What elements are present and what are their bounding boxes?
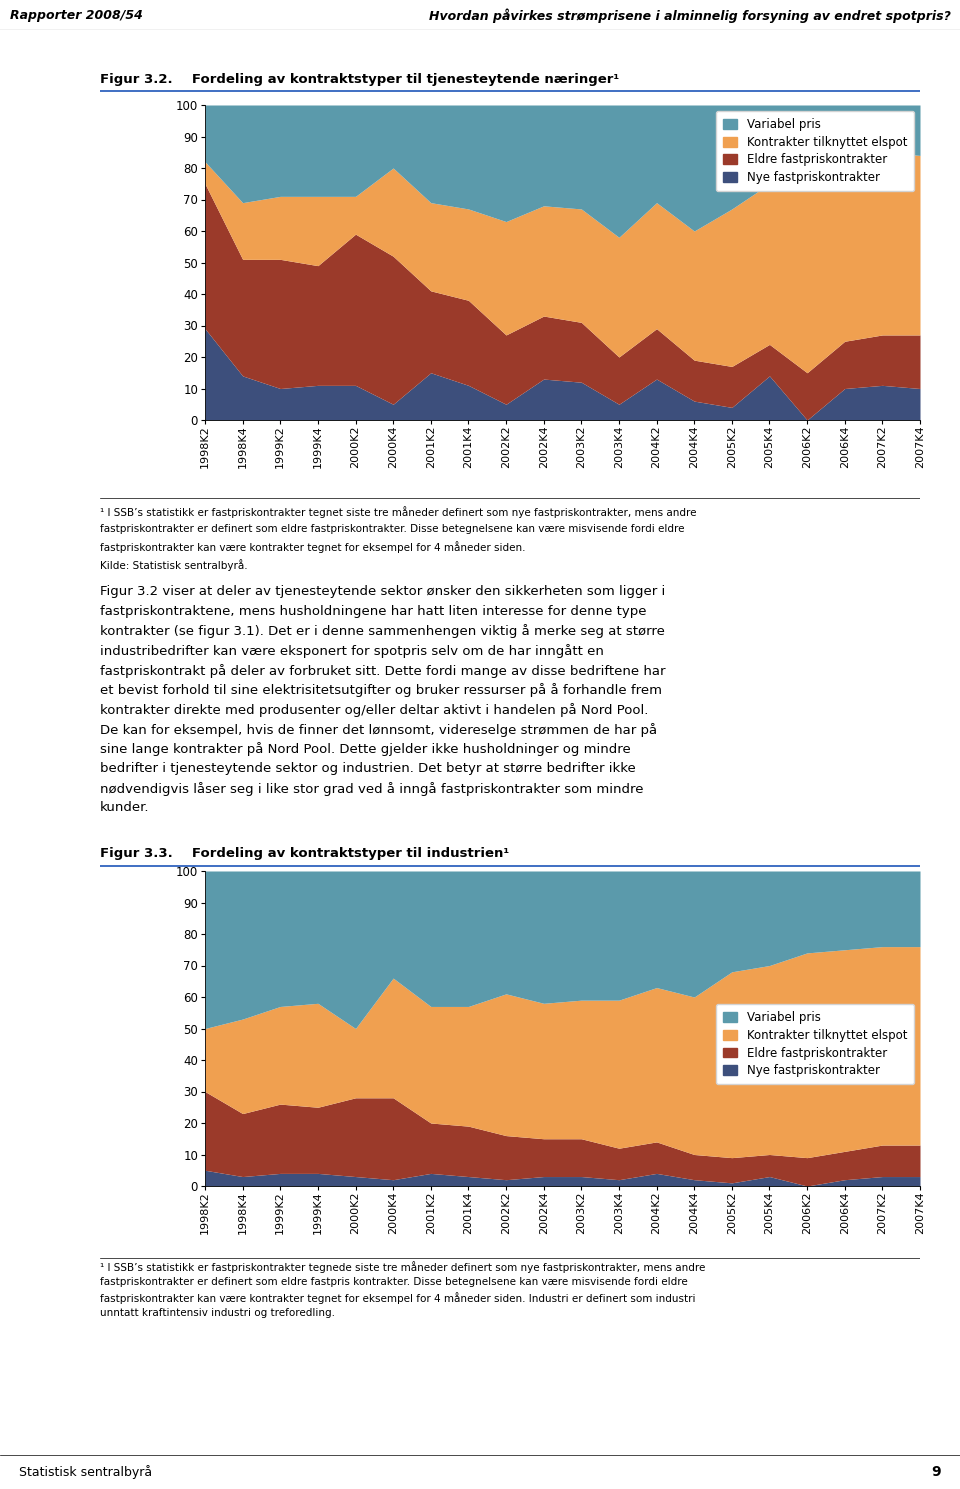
Text: Kilde: Statistisk sentralbyrå.: Kilde: Statistisk sentralbyrå. xyxy=(100,558,248,570)
Text: ¹ I SSB’s statistikk er fastpriskontrakter tegnede siste tre måneder definert so: ¹ I SSB’s statistikk er fastpriskontrakt… xyxy=(100,1261,706,1273)
Text: fastpriskontrakter kan være kontrakter tegnet for eksempel for 4 måneder siden.: fastpriskontrakter kan være kontrakter t… xyxy=(100,542,525,554)
Text: ¹ I SSB’s statistikk er fastpriskontrakter tegnet siste tre måneder definert som: ¹ I SSB’s statistikk er fastpriskontrakt… xyxy=(100,506,697,518)
Text: sine lange kontrakter på Nord Pool. Dette gjelder ikke husholdninger og mindre: sine lange kontrakter på Nord Pool. Dett… xyxy=(100,743,631,756)
Legend: Variabel pris, Kontrakter tilknyttet elspot, Eldre fastpriskontrakter, Nye fastp: Variabel pris, Kontrakter tilknyttet els… xyxy=(716,1004,914,1084)
Text: Hvordan påvirkes strømprisene i alminnelig forsyning av endret spotpris?: Hvordan påvirkes strømprisene i alminnel… xyxy=(428,9,950,24)
Text: et bevist forhold til sine elektrisitetsutgifter og bruker ressurser på å forhan: et bevist forhold til sine elektrisitets… xyxy=(100,683,662,697)
Text: Figur 3.2.: Figur 3.2. xyxy=(100,73,173,85)
Text: industribedrifter kan være eksponert for spotpris selv om de har inngått en: industribedrifter kan være eksponert for… xyxy=(100,645,604,658)
Text: Figur 3.2 viser at deler av tjenesteytende sektor ønsker den sikkerheten som lig: Figur 3.2 viser at deler av tjenesteyten… xyxy=(100,585,665,599)
Text: fastpriskontrakt på deler av forbruket sitt. Dette fordi mange av disse bedrifte: fastpriskontrakt på deler av forbruket s… xyxy=(100,664,665,677)
Text: bedrifter i tjenesteytende sektor og industrien. Det betyr at større bedrifter i: bedrifter i tjenesteytende sektor og ind… xyxy=(100,762,636,776)
Text: nødvendigvis låser seg i like stor grad ved å inngå fastpriskontrakter som mindr: nødvendigvis låser seg i like stor grad … xyxy=(100,782,643,795)
Text: 9: 9 xyxy=(931,1465,941,1479)
Text: Fordeling av kontraktstyper til industrien¹: Fordeling av kontraktstyper til industri… xyxy=(178,847,509,861)
Text: fastpriskontrakter er definert som eldre fastpriskontrakter. Disse betegnelsene : fastpriskontrakter er definert som eldre… xyxy=(100,524,684,535)
Text: kunder.: kunder. xyxy=(100,801,150,814)
Text: Fordeling av kontraktstyper til tjenesteytende næringer¹: Fordeling av kontraktstyper til tjeneste… xyxy=(178,73,619,85)
Legend: Variabel pris, Kontrakter tilknyttet elspot, Eldre fastpriskontrakter, Nye fastp: Variabel pris, Kontrakter tilknyttet els… xyxy=(716,110,914,191)
Text: Figur 3.3.: Figur 3.3. xyxy=(100,847,173,861)
Text: Statistisk sentralbyrå: Statistisk sentralbyrå xyxy=(19,1465,153,1479)
Text: unntatt kraftintensiv industri og treforedling.: unntatt kraftintensiv industri og trefor… xyxy=(100,1307,335,1318)
Text: Rapporter 2008/54: Rapporter 2008/54 xyxy=(10,9,142,22)
Text: fastpriskontraktene, mens husholdningene har hatt liten interesse for denne type: fastpriskontraktene, mens husholdningene… xyxy=(100,605,646,618)
Text: De kan for eksempel, hvis de finner det lønnsomt, videreselge strømmen de har på: De kan for eksempel, hvis de finner det … xyxy=(100,722,658,737)
Text: fastpriskontrakter kan være kontrakter tegnet for eksempel for 4 måneder siden. : fastpriskontrakter kan være kontrakter t… xyxy=(100,1292,695,1304)
Text: kontrakter (se figur 3.1). Det er i denne sammenhengen viktig å merke seg at stø: kontrakter (se figur 3.1). Det er i denn… xyxy=(100,624,665,639)
Text: kontrakter direkte med produsenter og/eller deltar aktivt i handelen på Nord Poo: kontrakter direkte med produsenter og/el… xyxy=(100,703,648,718)
Text: fastpriskontrakter er definert som eldre fastpris kontrakter. Disse betegnelsene: fastpriskontrakter er definert som eldre… xyxy=(100,1276,687,1286)
